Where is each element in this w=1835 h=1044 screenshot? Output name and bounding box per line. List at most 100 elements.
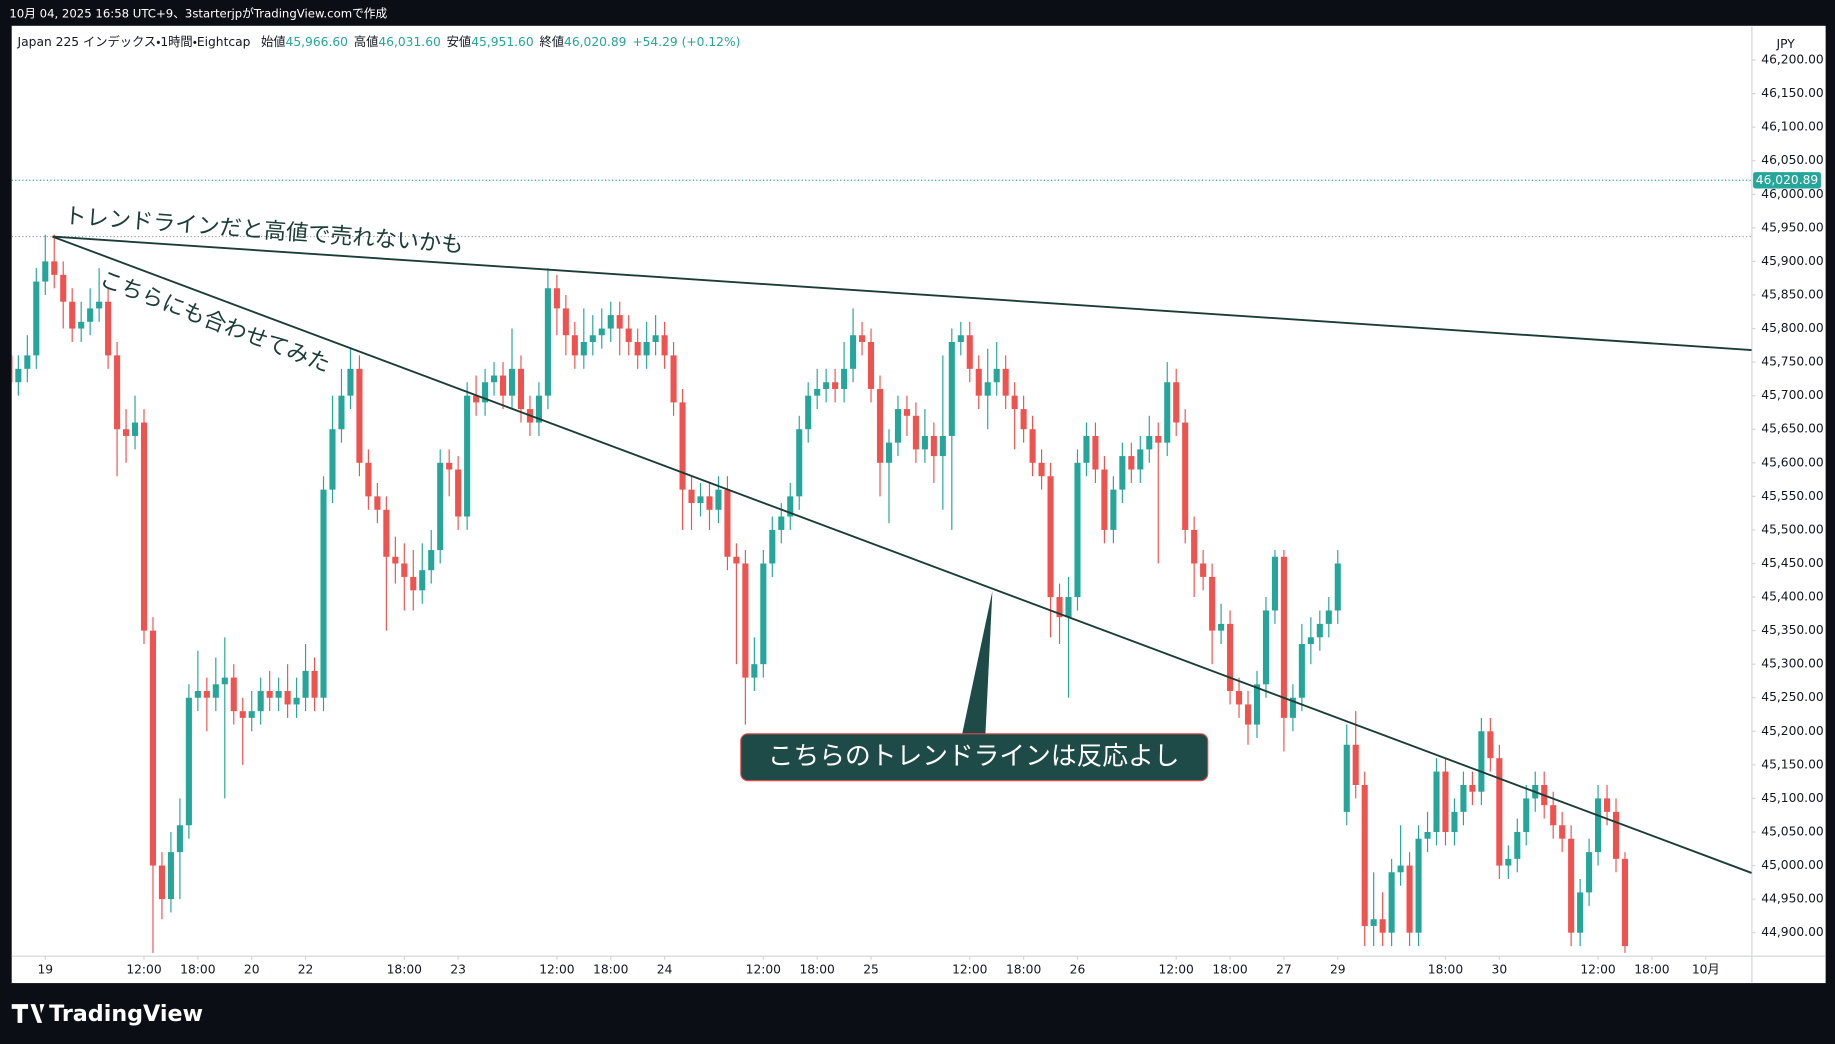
candle-body xyxy=(724,489,731,557)
x-tick-label: 23 xyxy=(450,963,466,977)
x-tick-label: 12:00 xyxy=(1580,963,1615,977)
candle-body xyxy=(544,288,551,396)
y-tick-label: 45,650.00 xyxy=(1761,422,1823,436)
candle-body xyxy=(347,368,354,396)
candle-body xyxy=(751,664,758,678)
candle-body xyxy=(1424,831,1431,839)
candle-body xyxy=(1137,449,1144,470)
candle-body xyxy=(230,677,237,712)
x-tick-label: 25 xyxy=(863,963,879,977)
y-tick-label: 45,700.00 xyxy=(1761,388,1823,402)
candle-body xyxy=(149,630,157,866)
candle-body xyxy=(1164,382,1171,443)
candle-body xyxy=(1397,865,1404,873)
candle-body xyxy=(517,368,525,410)
candle-body xyxy=(778,516,785,530)
currency: JPY xyxy=(1775,37,1795,51)
x-tick-label: 27 xyxy=(1276,963,1292,977)
candle-body xyxy=(105,301,112,356)
candle-body xyxy=(975,368,982,396)
candle-body xyxy=(625,328,632,342)
candle-body xyxy=(580,341,587,356)
candle-body xyxy=(275,691,282,698)
candle-body xyxy=(706,496,713,510)
candle-body xyxy=(966,335,973,369)
candle-body xyxy=(867,341,875,389)
candle-body xyxy=(1460,785,1467,812)
y-tick-label: 45,800.00 xyxy=(1761,321,1823,335)
candle-body xyxy=(1307,637,1314,645)
candle-body xyxy=(1235,691,1243,705)
candle-body xyxy=(1514,831,1521,859)
candle-body xyxy=(1550,805,1557,826)
candle-body xyxy=(455,469,462,517)
candle-body xyxy=(302,670,309,698)
candle-body xyxy=(1119,456,1126,490)
candle-body xyxy=(1496,758,1503,866)
candle-body xyxy=(1559,825,1566,839)
candle-body xyxy=(114,355,121,430)
candle-body xyxy=(365,462,372,497)
candle-body xyxy=(33,281,40,356)
candle-body xyxy=(562,308,569,336)
y-tick-label: 45,100.00 xyxy=(1761,791,1823,805)
candle-body xyxy=(410,576,417,591)
candle-body xyxy=(1128,456,1135,470)
candle-body xyxy=(688,489,695,504)
candle-body xyxy=(607,315,614,329)
candle-body xyxy=(742,563,749,678)
candle-body xyxy=(1352,744,1359,786)
legend-value: 46,020.89 xyxy=(564,35,626,49)
candle-body xyxy=(69,301,76,329)
candle-body xyxy=(1289,697,1296,718)
candle-body xyxy=(885,442,893,463)
y-tick-label: 46,000.00 xyxy=(1761,187,1823,201)
candle-body xyxy=(203,691,210,698)
candle-body xyxy=(850,335,857,369)
y-tick-label: 45,000.00 xyxy=(1761,858,1823,872)
y-tick-label: 46,200.00 xyxy=(1761,53,1823,67)
candle-body xyxy=(832,382,839,389)
legend-symbol: Japan 225 インデックス・1時間・Eightcap xyxy=(17,34,251,49)
legend-value: 45,951.60 xyxy=(471,35,533,49)
candle-body xyxy=(437,462,444,551)
candle-body xyxy=(473,395,480,403)
candle-body xyxy=(212,684,219,698)
y-tick-label: 44,900.00 xyxy=(1761,925,1823,939)
candle-body xyxy=(1110,489,1117,530)
candle-body xyxy=(1586,852,1593,893)
candle-body xyxy=(1379,919,1386,933)
y-tick-label: 45,750.00 xyxy=(1761,355,1823,369)
brand: TradingView xyxy=(49,1001,203,1027)
candle-body xyxy=(930,435,937,457)
x-tick-label: 18:00 xyxy=(1428,963,1463,977)
legend-label: 終値 xyxy=(540,34,565,49)
x-tick-label: 20 xyxy=(244,963,260,977)
candle-body xyxy=(1505,858,1512,866)
candle-body xyxy=(194,691,201,698)
y-tick-label: 45,150.00 xyxy=(1761,757,1823,771)
candle-body xyxy=(1101,469,1108,530)
y-tick-label: 45,050.00 xyxy=(1761,824,1823,838)
x-tick-label: 18:00 xyxy=(800,963,835,977)
legend-value: 46,031.60 xyxy=(378,35,440,49)
candle-body xyxy=(1451,811,1458,832)
candle-body xyxy=(616,315,623,329)
caption: 10月 04, 2025 16:58 UTC+9、3starterjpがTrad… xyxy=(9,7,387,21)
candle-body xyxy=(464,395,471,517)
y-tick-label: 45,950.00 xyxy=(1761,220,1823,234)
y-tick-label: 45,350.00 xyxy=(1761,623,1823,637)
candle-body xyxy=(535,395,542,423)
candle-body xyxy=(482,382,489,403)
x-tick-label: 22 xyxy=(298,963,314,977)
candle-body xyxy=(1182,422,1189,530)
candle-body xyxy=(1271,556,1278,611)
x-tick-label: 18:00 xyxy=(1006,963,1041,977)
x-tick-label: 12:00 xyxy=(746,963,781,977)
candle-body xyxy=(1370,919,1377,926)
legend-value: 45,966.60 xyxy=(286,35,348,49)
candle-body xyxy=(787,496,794,517)
candle-body xyxy=(293,697,300,705)
